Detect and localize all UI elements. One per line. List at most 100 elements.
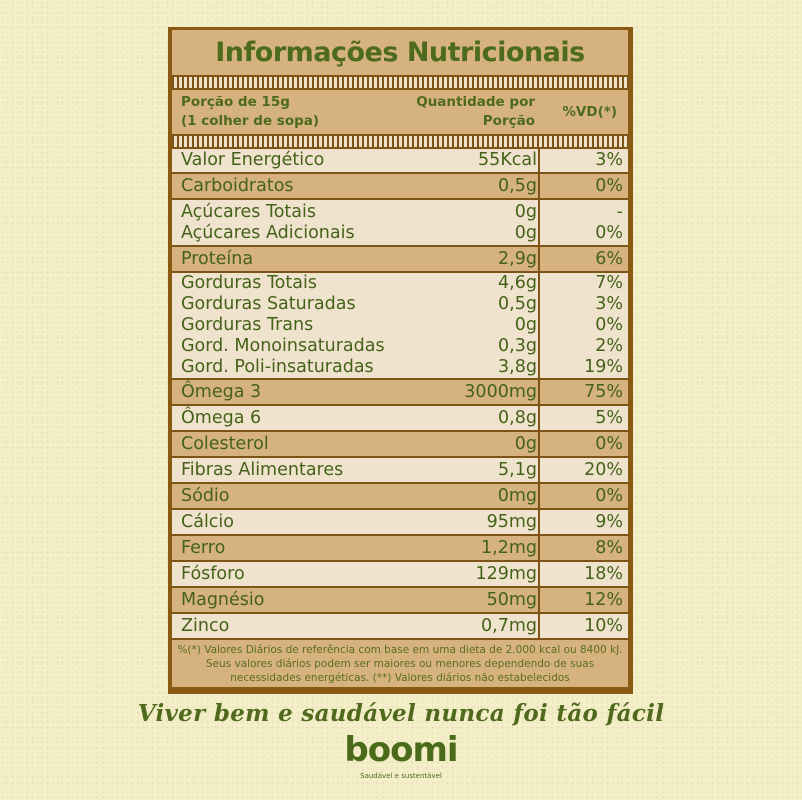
nutrient-daily-value: - — [616, 201, 623, 222]
column-divider — [538, 510, 540, 534]
nutrient-row: Cálcio 95mg 9% — [172, 510, 628, 536]
nutrient-line: Açúcares Totais 0g - — [172, 202, 628, 223]
nutrient-quantity: 3,8g — [498, 357, 537, 377]
table-header: Porção de 15g (1 colher de sopa) Quantid… — [172, 90, 628, 134]
nutrient-line: Valor Energético 55Kcal 3% — [172, 150, 628, 171]
nutrient-row: Ferro 1,2mg 8% — [172, 536, 628, 562]
nutrient-quantity: 0g — [514, 201, 537, 222]
nutrient-row: Carboidratos 0,5g 0% — [172, 174, 628, 200]
nutrient-quantity: 55Kcal — [478, 150, 537, 170]
nutrient-daily-value: 0% — [595, 485, 623, 506]
nutrient-name: Gorduras Trans — [181, 315, 314, 335]
nutrient-quantity: 0g — [514, 315, 537, 335]
column-divider — [538, 247, 540, 271]
nutrient-line: Gorduras Totais 4,6g 7% — [172, 273, 628, 294]
nutrient-line: Zinco 0,7mg 10% — [172, 616, 628, 637]
decorative-border-header — [172, 134, 628, 149]
nutrient-row: Fibras Alimentares 5,1g 20% — [172, 458, 628, 484]
nutrient-daily-value: 10% — [584, 615, 623, 636]
nutrient-name: Gord. Poli-insaturadas — [181, 357, 374, 377]
nutrient-rows: Valor Energético 55Kcal 3% Carboidratos 0,5g… — [172, 149, 628, 640]
nutrient-line: Fósforo 129mg 18% — [172, 564, 628, 585]
nutrient-name: Valor Energético — [181, 150, 325, 170]
nutrient-quantity: 0g — [514, 222, 537, 243]
nutrient-quantity: 0,7mg — [481, 615, 537, 636]
header-portion: Porção de 15g (1 colher de sopa) — [181, 93, 319, 131]
nutrient-line: Carboidratos 0,5g 0% — [172, 176, 628, 197]
nutrient-daily-value: 2% — [595, 336, 623, 356]
nutrient-quantity: 129mg — [475, 563, 537, 584]
nutrient-quantity: 3000mg — [464, 381, 537, 402]
nutrient-line: Sódio 0mg 0% — [172, 486, 628, 507]
nutrient-daily-value: 0% — [595, 315, 623, 335]
nutrient-row: Ômega 6 0,8g 5% — [172, 406, 628, 432]
column-divider — [538, 200, 540, 245]
header-portion-line2: (1 colher de sopa) — [181, 113, 320, 129]
nutrient-quantity: 0mg — [497, 485, 537, 506]
table-title: Informações Nutricionais — [172, 30, 628, 75]
nutrient-name: Gorduras Saturadas — [181, 294, 356, 314]
nutrient-daily-value: 0% — [595, 175, 623, 196]
nutrient-daily-value: 19% — [584, 357, 623, 377]
column-divider — [538, 174, 540, 198]
nutrient-line: Gord. Poli-insaturadas 3,8g 19% — [172, 357, 628, 378]
column-divider — [538, 149, 540, 172]
nutrient-row: Ômega 3 3000mg 75% — [172, 380, 628, 406]
nutrient-line: Ferro 1,2mg 8% — [172, 538, 628, 559]
column-divider — [538, 273, 540, 378]
nutrient-name: Ômega 3 — [181, 381, 262, 402]
header-vd: %VD(*) — [562, 104, 617, 120]
nutrient-row: Açúcares Totais 0g - Açúcares Adicionais 0g 0… — [172, 200, 628, 247]
column-divider — [538, 406, 540, 430]
nutrient-line: Cálcio 95mg 9% — [172, 512, 628, 533]
nutrient-name: Sódio — [181, 485, 230, 506]
footnote-line2: Seus valores diários podem ser maiores o… — [205, 658, 595, 670]
decorative-border-top — [172, 75, 628, 90]
nutrient-quantity: 0,8g — [498, 407, 537, 428]
column-divider — [538, 432, 540, 456]
nutrient-line: Colesterol 0g 0% — [172, 434, 628, 455]
nutrient-row: Colesterol 0g 0% — [172, 432, 628, 458]
nutrient-line: Magnésio 50mg 12% — [172, 590, 628, 611]
nutrient-quantity: 5,1g — [498, 459, 537, 480]
nutrient-row: Valor Energético 55Kcal 3% — [172, 149, 628, 174]
nutrient-name: Gord. Monoinsaturadas — [181, 336, 385, 356]
column-divider — [538, 614, 540, 638]
nutrient-daily-value: 18% — [584, 563, 623, 584]
nutrient-quantity: 0,3g — [498, 336, 537, 356]
nutrient-name: Cálcio — [181, 511, 234, 532]
nutrient-name: Magnésio — [181, 589, 265, 610]
nutrient-row: Magnésio 50mg 12% — [172, 588, 628, 614]
nutrient-row: Zinco 0,7mg 10% — [172, 614, 628, 640]
nutrient-name: Proteína — [181, 248, 254, 269]
column-divider — [538, 588, 540, 612]
nutrient-daily-value: 20% — [584, 459, 623, 480]
nutrient-line: Ômega 3 3000mg 75% — [172, 382, 628, 403]
nutrient-daily-value: 0% — [595, 222, 623, 243]
nutrient-daily-value: 8% — [595, 537, 623, 558]
footnote: %(*) Valores Diários de referência com b… — [172, 640, 628, 687]
nutrient-line: Gord. Monoinsaturadas 0,3g 2% — [172, 336, 628, 357]
nutrient-daily-value: 5% — [595, 407, 623, 428]
nutrient-name: Colesterol — [181, 433, 269, 454]
nutrient-line: Proteína 2,9g 6% — [172, 249, 628, 270]
nutrient-name: Zinco — [181, 615, 230, 636]
column-divider — [538, 380, 540, 404]
footnote-line1: %(*) Valores Diários de referência com b… — [177, 644, 623, 656]
nutrient-quantity: 0g — [514, 433, 537, 454]
brand-tagline: Saudável e sustentável — [360, 772, 442, 780]
column-divider — [538, 484, 540, 508]
nutrient-name: Ferro — [181, 537, 226, 558]
nutrient-quantity: 1,2mg — [481, 537, 537, 558]
nutrient-quantity: 4,6g — [498, 273, 537, 293]
nutrient-name: Carboidratos — [181, 175, 294, 196]
column-divider — [538, 536, 540, 560]
header-quantity: Quantidade por Porção — [416, 93, 535, 131]
nutrient-quantity: 95mg — [486, 511, 537, 532]
brand-logo: boomi — [344, 730, 458, 770]
column-divider — [538, 562, 540, 586]
nutrient-name: Ômega 6 — [181, 407, 262, 428]
nutrient-daily-value: 9% — [595, 511, 623, 532]
nutrient-line: Gorduras Saturadas 0,5g 3% — [172, 294, 628, 315]
nutrient-line: Gorduras Trans 0g 0% — [172, 315, 628, 336]
